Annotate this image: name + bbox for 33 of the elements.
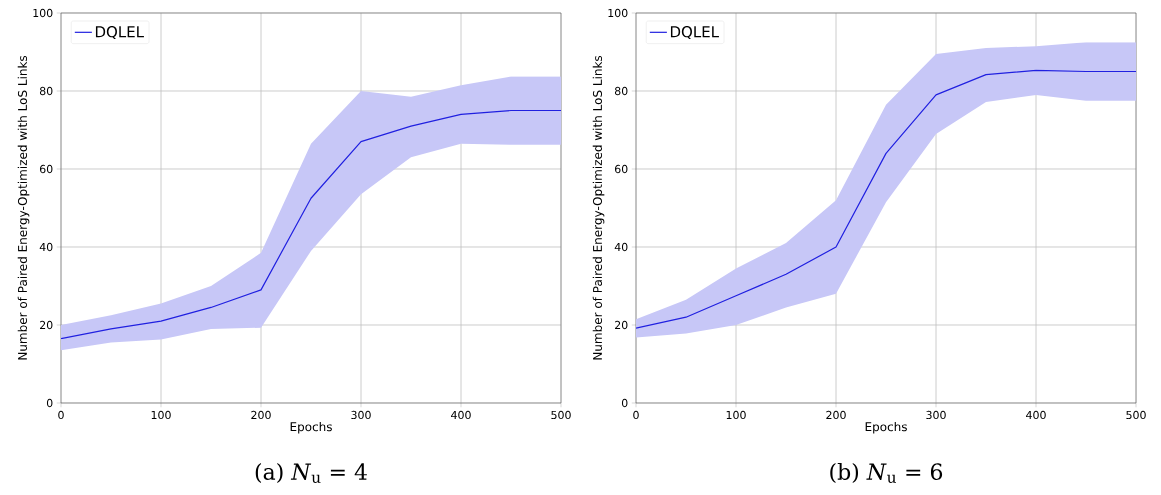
y-tick-label: 20 xyxy=(40,320,53,330)
legend-label: DQLEL xyxy=(95,25,144,40)
y-axis-title: Number of Paired Energy-Optimized with LoS Links xyxy=(592,55,605,360)
x-axis-title: Epochs xyxy=(290,421,332,434)
x-tick-label: 500 xyxy=(551,410,571,420)
x-tick-label: 300 xyxy=(926,410,946,420)
x-tick-label: 400 xyxy=(451,410,471,420)
x-tick-label: 200 xyxy=(826,410,846,420)
x-tick-label: 100 xyxy=(151,410,171,420)
text: (a) N$_{u}$ = 4 xyxy=(255,462,367,484)
x-tick-label: 100 xyxy=(726,410,746,420)
y-tick-label: 0 xyxy=(621,398,628,408)
y-tick-label: 40 xyxy=(614,242,628,252)
x-tick-label: 0 xyxy=(633,410,639,420)
y-tick-label: 60 xyxy=(614,164,628,174)
x-tick-label: 0 xyxy=(58,410,64,420)
line-series xyxy=(61,109,562,340)
text: (b) N$_{u}$ = 6 xyxy=(830,462,943,484)
x-axis-title: Epochs xyxy=(865,421,907,434)
x-tick-label: 500 xyxy=(1126,410,1146,420)
y-tick-label: 20 xyxy=(615,320,628,330)
y-tick-label: 40 xyxy=(39,242,53,252)
y-axis-title: Number of Paired Energy-Optimized with LoS Links xyxy=(17,55,30,360)
y-tick-label: 0 xyxy=(46,398,53,408)
y-tick-label: 100 xyxy=(33,8,53,18)
x-tick-label: 400 xyxy=(1026,410,1046,420)
y-tick-label: 80 xyxy=(614,86,628,96)
y-tick-label: 80 xyxy=(39,86,53,96)
x-tick-label: 300 xyxy=(351,410,371,420)
x-tick-label: 200 xyxy=(251,410,271,420)
y-tick-label: 100 xyxy=(608,8,628,18)
legend-label: DQLEL xyxy=(670,25,719,40)
y-tick-label: 60 xyxy=(39,164,53,174)
